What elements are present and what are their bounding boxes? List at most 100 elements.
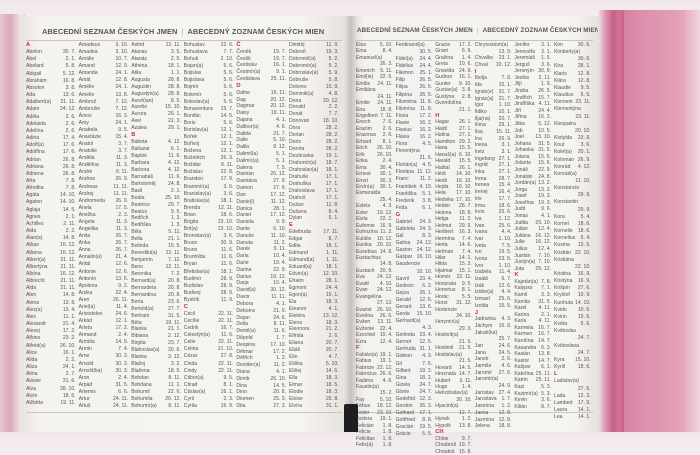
name-entry: Albrecht 21. 11. [26, 278, 76, 285]
name-day-date: 1. 8. [382, 422, 393, 429]
name-label: Alex [26, 313, 36, 320]
name-label: Fabián(a) [356, 351, 378, 358]
name-day-date: 11. 2. [380, 229, 393, 236]
name-label: Kristýna [554, 278, 573, 285]
name-label: Armand [78, 332, 97, 339]
name-day-date: 18. 3. [325, 388, 339, 395]
name-label: Boris [183, 119, 196, 126]
name-label: Izák [474, 282, 485, 289]
name-entry: Jadranka 4. 3. [475, 316, 512, 323]
name-entry: Budislav 28. 9. [184, 283, 234, 290]
name-label: Budivoj [183, 289, 201, 296]
name-day-date: 1. 3. [170, 222, 181, 229]
name-entry: Alan(a) 14. 8. [26, 235, 76, 242]
name-day-date: 1. 2. [461, 416, 472, 423]
name-label: Donald [289, 104, 306, 111]
name-entry: Cézar 27. 8. [184, 353, 234, 360]
name-day-date: 26. 7. [115, 247, 129, 254]
name-label: Filipa [395, 84, 408, 91]
name-day-date: 7. 4. [461, 248, 472, 255]
name-entry: Kira 28. 1. [554, 63, 591, 70]
name-label: Elvíra [289, 402, 303, 409]
name-entry: Hilar 14. 1. [435, 255, 472, 261]
name-entry: Kristina 16. 9. [554, 271, 591, 278]
name-day-date: 2. 12. [168, 333, 181, 340]
name-day-date: 22. 2. [379, 216, 393, 223]
name-day-date: 17. 12. [270, 212, 286, 219]
name-day-date: 15. 8. [459, 448, 472, 455]
name-day-date: 12. 4. [538, 245, 551, 252]
name-day-date: 12. 4. [379, 338, 393, 345]
name-day-date: 24. 1. [115, 119, 129, 126]
name-label: Ivor [474, 262, 484, 269]
name-entry: Amát 12. 8. [79, 77, 129, 84]
name-day-date: 22. 9. [273, 266, 286, 273]
name-entry: Erasmus 2. 6. [356, 132, 393, 138]
name-entry: Armin 7. 4. [79, 346, 129, 353]
name-entry: Amélie 24. 1. [79, 84, 129, 91]
name-day-date: 24. 11. [377, 93, 393, 100]
name-entry: Anežka 2. 3. [79, 212, 129, 219]
name-entry: Alma 2. 7. [26, 371, 76, 378]
name-entry: Greta 10. 6. [435, 61, 472, 67]
name-day-date: 9. 5. [461, 280, 472, 287]
letter-label: J [474, 309, 479, 316]
name-label: Bruce [183, 240, 198, 247]
name-day-date: 14. 7. [538, 357, 551, 364]
name-day-date: 13. 8. [459, 422, 472, 429]
name-entry: Bertram 31. 5. [131, 313, 181, 320]
name-label: Hostimil [435, 345, 454, 352]
name-label: Anežka [78, 211, 96, 218]
name-day-date: 22. 11. [456, 274, 472, 281]
name-entry: Hagar 26. 1. [435, 119, 472, 125]
name-label: Amélie [78, 84, 95, 91]
name-day-date: 14. 10. [575, 299, 591, 306]
name-label: Františka [395, 190, 417, 197]
name-entry: Filipína 26. 5. [396, 92, 433, 99]
name-day-date: 4. 11. [538, 305, 551, 312]
name-label: Joel [514, 134, 524, 141]
name-day-date: 20. 7. [325, 347, 339, 354]
name-entry: Čestislava 25. 11. [236, 76, 286, 83]
name-entry: Judit 9. 6. [514, 206, 551, 213]
name-entry: Daria 10. 4. [236, 253, 286, 260]
name-label: Augusta [131, 76, 150, 83]
name-day-date: 1. 4. [461, 384, 472, 391]
name-day-date: 15. 11. [496, 128, 512, 135]
name-entry: Doubravka 19. 1. [289, 153, 339, 160]
name-label: Jaromír [474, 369, 493, 376]
name-entry: Dětřich 1. 3. [236, 355, 286, 362]
name-label: Dobruše [289, 76, 309, 83]
name-entry: Hynek 1. 2. [435, 416, 472, 422]
name-label: Kornelie [554, 228, 573, 235]
name-day-date: 4. 10. [419, 183, 433, 190]
name-day-date: 11. 10. [575, 177, 591, 184]
name-entry: Ferdinand(a) 30. 5. [396, 42, 433, 56]
letter-label: L [554, 371, 558, 378]
name-day-date: 24. 12. [377, 274, 393, 281]
name-entry: Kyrill 18. 6. [554, 364, 591, 371]
name-label: Kunhuta [554, 299, 573, 306]
name-day-date: 25. 11. [535, 377, 551, 384]
name-day-date: 9. 5. [580, 84, 591, 91]
name-label: Jitka [514, 120, 525, 127]
name-label: Danica [236, 205, 253, 212]
name-day-date: 25. 11. [535, 370, 551, 377]
name-day-date: 29. 3. [459, 325, 472, 332]
name-day-date: 2. 11. [538, 74, 551, 81]
name-entry: Helena 18. 8. [435, 210, 472, 216]
name-day-date: 24. 12. [416, 240, 433, 247]
name-entry: Gerard 13. 6. [396, 304, 433, 311]
name-day-date: 4. 1. [276, 369, 286, 375]
name-column: A Ábelon 30. 7. Ábel 2. 1. Abelard 5. 8. Abigai… [26, 42, 76, 407]
name-label: Cézar [183, 353, 198, 360]
name-day-date: 31. 12. [456, 300, 472, 307]
name-entry: Chvalko 23. 1. [475, 55, 512, 62]
name-label: Josef [514, 193, 527, 200]
name-day-date: 2. 2. [65, 356, 76, 363]
name-label: Helmut [435, 222, 452, 229]
name-entry: Ardea 22. 4. [79, 290, 129, 297]
name-day-date: 20. 8. [168, 284, 181, 291]
name-label: Alfréd(a) [26, 342, 46, 349]
bookmark-ribbon[interactable] [344, 404, 358, 432]
